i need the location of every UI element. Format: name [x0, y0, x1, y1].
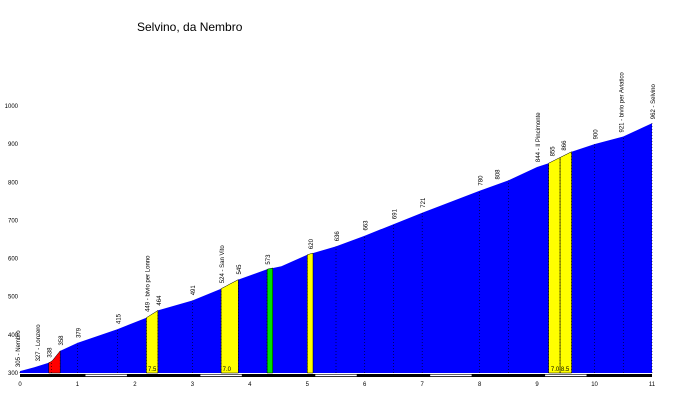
- x-tick-label: 11: [649, 382, 656, 388]
- annotation-label: 338: [48, 347, 54, 358]
- annotation-label: 379: [76, 327, 82, 338]
- annotation-label: 691: [392, 208, 398, 219]
- x-tick-label: 5: [306, 382, 310, 388]
- annotation-label: 962 - Selvino: [651, 84, 657, 120]
- annotation-label: 844 - Il Pincimonte: [536, 112, 542, 162]
- x-tick-label: 4: [248, 382, 252, 388]
- annotation-label: 663: [364, 220, 370, 231]
- annotation-label: 491: [191, 285, 197, 296]
- x-tick-label: 8: [478, 382, 482, 388]
- y-tick-label: 800: [8, 180, 19, 186]
- climb-band-4: [307, 252, 314, 374]
- y-tick-label: 1000: [5, 104, 19, 110]
- x-tick-label: 10: [591, 382, 598, 388]
- annotation-label: 524 - San Vito: [220, 245, 226, 284]
- profile-area: [20, 123, 652, 373]
- x-tick-label: 9: [535, 382, 539, 388]
- annotation-label: 866: [562, 140, 568, 151]
- annotation-label: 808: [496, 169, 502, 180]
- annotation-label: 449 - bivio per Lonno: [145, 255, 151, 312]
- y-tick-label: 600: [8, 257, 19, 263]
- annotation-label: 415: [117, 313, 123, 324]
- distance-bar-gap-7: [430, 374, 472, 377]
- y-tick-label: 500: [8, 295, 19, 301]
- chart-title: Selvino, da Nembro: [137, 20, 243, 34]
- distance-bar-gap-9: [545, 374, 587, 377]
- annotation-label: 855: [550, 146, 556, 157]
- annotation-label: 305 - Nembro: [16, 330, 22, 367]
- gradient-label: 7.0: [223, 367, 232, 373]
- distance-bar-gap-5: [315, 374, 357, 377]
- annotation-label: 327 - Lonzero: [36, 324, 42, 362]
- annotation-label: 900: [593, 129, 599, 140]
- x-tick-label: 3: [191, 382, 195, 388]
- climb-band-1: [146, 309, 159, 374]
- x-tick-label: 0: [18, 382, 22, 388]
- distance-bar-gap-1: [85, 374, 127, 377]
- climb-band-5: [548, 157, 561, 374]
- annotation-label: 545: [237, 264, 243, 275]
- annotation-label: 780: [479, 175, 485, 186]
- climb-band-6: [559, 151, 572, 374]
- annotation-label: 573: [266, 254, 272, 265]
- annotation-label: 721: [421, 197, 427, 208]
- climb-band-2: [220, 279, 239, 374]
- gradient-label: 7.0 8.5: [551, 367, 570, 373]
- y-tick-label: 300: [8, 371, 19, 377]
- gradient-label: 7.5: [148, 367, 157, 373]
- annotation-label: 464: [157, 295, 163, 306]
- annotation-label: 358: [59, 335, 65, 346]
- x-tick-label: 7: [421, 382, 425, 388]
- x-tick-label: 6: [363, 382, 367, 388]
- annotation-label: 636: [335, 231, 341, 242]
- y-tick-label: 900: [8, 142, 19, 148]
- annotation-label: 620: [309, 238, 315, 249]
- climb-band-3: [266, 267, 274, 374]
- climb-band-0: [48, 350, 61, 374]
- annotation-label: 921 - bivio per Aviatico: [619, 72, 625, 133]
- x-tick-label: 2: [133, 382, 137, 388]
- x-tick-label: 1: [76, 382, 80, 388]
- distance-bar-gap-3: [200, 374, 242, 377]
- y-tick-label: 700: [8, 218, 19, 224]
- y-tick-label: 400: [8, 333, 19, 339]
